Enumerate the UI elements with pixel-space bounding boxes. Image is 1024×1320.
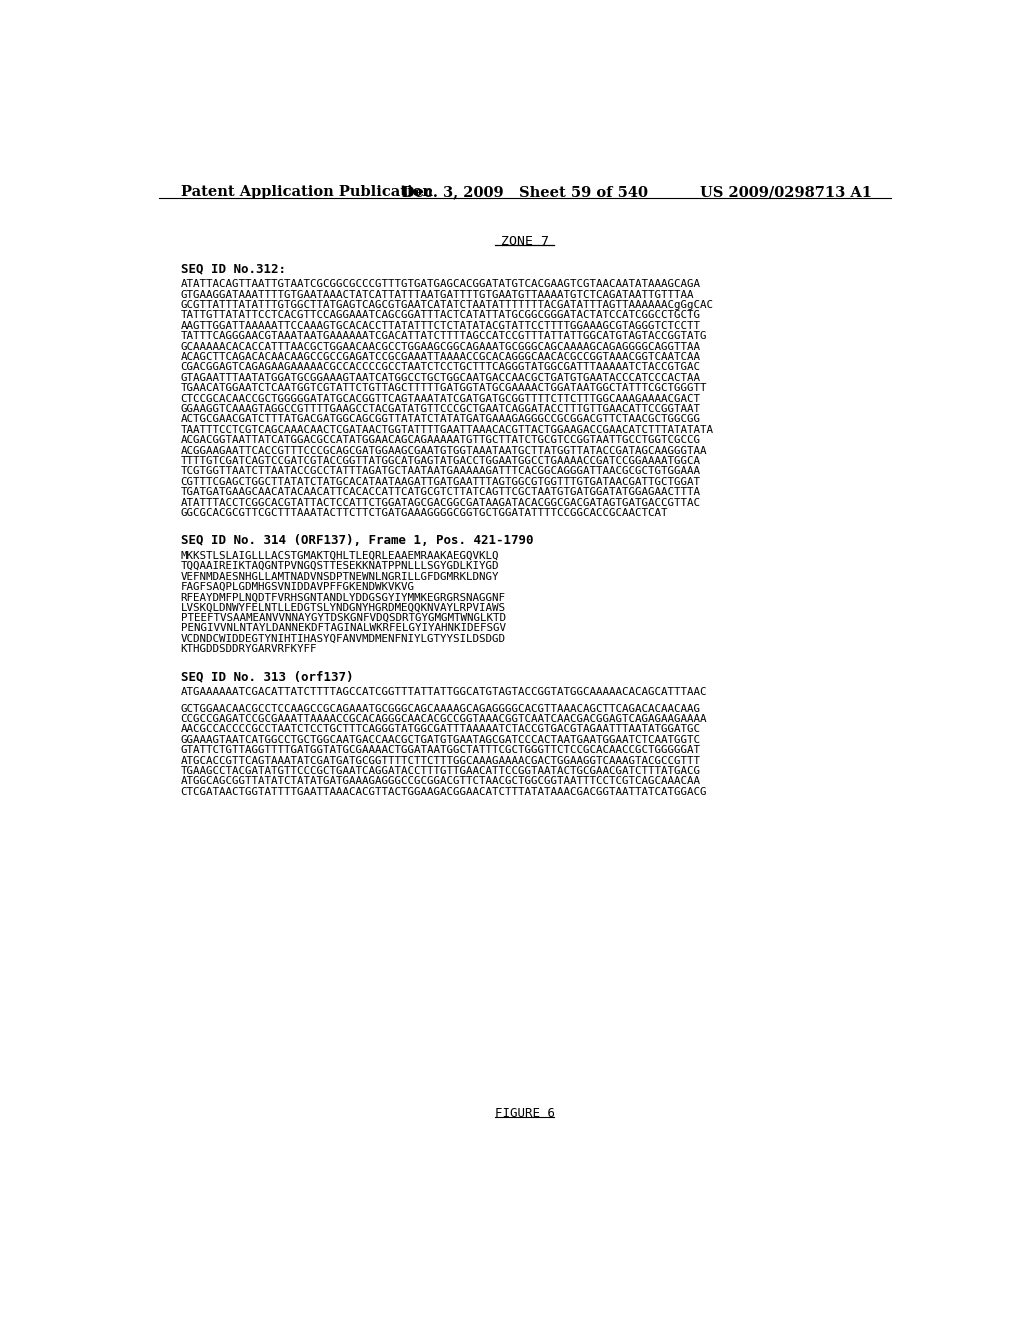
Text: ACTGCGAACGATCTTTATGACGATGGCAGCGGTTATATCTATATGATGAAAGAGGGCCGCGGACGTTCTAACGCTGGCGG: ACTGCGAACGATCTTTATGACGATGGCAGCGGTTATATCT… <box>180 414 700 425</box>
Text: CTCCGCACAACCGCTGGGGGATATGCACGGTTCAGTAAATATCGATGATGCGGTTTTCTTCTTTGGCAAAGAAAACGACT: CTCCGCACAACCGCTGGGGGATATGCACGGTTCAGTAAAT… <box>180 393 700 404</box>
Text: FIGURE 6: FIGURE 6 <box>495 1107 555 1121</box>
Text: FAGFSAQPLGDMHGSVNIDDAVPFFGKENDWKVKVG: FAGFSAQPLGDMHGSVNIDDAVPFFGKENDWKVKVG <box>180 582 415 591</box>
Text: AACGCCACCCCGCCTAATCTCCTGCTTTCAGGGTATGGCGATTTAAAAATCTACCGTGACGTAGAATTTAATATGGATGC: AACGCCACCCCGCCTAATCTCCTGCTTTCAGGGTATGGCG… <box>180 725 700 734</box>
Text: ACGGAAGAATTCACCGTTTCCCGCAGCGATGGAAGCGAATGTGGTAAATAATGCTTATGGTTATACCGATAGCAAGGGTA: ACGGAAGAATTCACCGTTTCCCGCAGCGATGGAAGCGAAT… <box>180 446 708 455</box>
Text: ACGACGGTAATTATCATGGACGCCATATGGAACAGCAGAAAAATGTTGCTTATCTGCGTCCGGTAATTGCCTGGTCGCCG: ACGACGGTAATTATCATGGACGCCATATGGAACAGCAGAA… <box>180 436 700 445</box>
Text: ATGAAAAAATCGACATTATCTTTTAGCCATCGGTTTATTATTGGCATGTAGTACCGGTATGGCAAAAACACAGCATTTAA: ATGAAAAAATCGACATTATCTTTTAGCCATCGGTTTATTA… <box>180 686 708 697</box>
Text: TAATTTCCTCGTCAGCAAACAACTCGATAACTGGTATTTTGAATTAAACACGTTACTGGAAGACCGAACATCTTTATATA: TAATTTCCTCGTCAGCAAACAACTCGATAACTGGTATTTT… <box>180 425 714 434</box>
Text: LVSKQLDNWYFELNTLLEDGTSLYNDGNYHGRDMEQQKNVAYLRPVIAWS: LVSKQLDNWYFELNTLLEDGTSLYNDGNYHGRDMEQQKNV… <box>180 603 506 612</box>
Text: US 2009/0298713 A1: US 2009/0298713 A1 <box>700 185 872 199</box>
Text: GCAAAAACACACCATTTAACGCTGGAACAACGCCTGGAAGCGGCAGAAATGCGGGCAGCAAAAGCAGAGGGGCAGGTTAA: GCAAAAACACACCATTTAACGCTGGAACAACGCCTGGAAG… <box>180 342 700 351</box>
Text: ATATTTACCTCGGCACGTATTACTCCATTCTGGATAGCGACGGCGATAAGATACACGGCGACGATAGTGATGACCGTTAC: ATATTTACCTCGGCACGTATTACTCCATTCTGGATAGCGA… <box>180 498 700 508</box>
Text: GGAAAGTAATCATGGCCTGCTGGCAATGACCAACGCTGATGTGAATAGCGATCCCACTAATGAATGGAATCTCAATGGTC: GGAAAGTAATCATGGCCTGCTGGCAATGACCAACGCTGAT… <box>180 735 700 744</box>
Text: MKKSTLSLAIGLLLACSTGMAKTQHLTLEQRLEAAEMRAAKAEGQVKLQ: MKKSTLSLAIGLLLACSTGMAKTQHLTLEQRLEAAEMRAA… <box>180 550 500 561</box>
Text: TQQAAIREIKTAQGNTPVNGQSTTESEKKNATPPNLLLSGYGDLKIYGD: TQQAAIREIKTAQGNTPVNGQSTTESEKKNATPPNLLLSG… <box>180 561 500 572</box>
Text: GCTGGAACAACGCCTCCAAGCCGCAGAAATGCGGGCAGCAAAAGCAGAGGGGCACGTTAAACAGCTTCAGACACAACAAG: GCTGGAACAACGCCTCCAAGCCGCAGAAATGCGGGCAGCA… <box>180 704 700 714</box>
Text: PENGIVVNLNTAYLDANNEKDFTAGINALWKRFELGYIYAHNKIDEFSGV: PENGIVVNLNTAYLDANNEKDFTAGINALWKRFELGYIYA… <box>180 623 506 634</box>
Text: TGAAGCCTACGATATGTTCCCGCTGAATCAGGATACCTTTGTTGAACATTCCGGTAATACTGCGAACGATCTTTATGACG: TGAAGCCTACGATATGTTCCCGCTGAATCAGGATACCTTT… <box>180 766 700 776</box>
Text: TGAACATGGAATCTCAATGGTCGTATTCTGTTAGCTTTTTGATGGTATGCGAAAACTGGATAATGGCTATTTCGCTGGGT: TGAACATGGAATCTCAATGGTCGTATTCTGTTAGCTTTTT… <box>180 383 708 393</box>
Text: AAGTTGGATTAAAAATTCCAAAGTGCACACCTTATATTTCTCTATATACGTATTCCTTTTGGAAAGCGTAGGGTCTCCTT: AAGTTGGATTAAAAATTCCAAAGTGCACACCTTATATTTC… <box>180 321 700 331</box>
Text: GGCGCACGCGTTCGCTTTAAATACTTCTTCTGATGAAAGGGGCGGTGCTGGATATTTTCCGGCACCGCAACTCAT: GGCGCACGCGTTCGCTTTAAATACTTCTTCTGATGAAAGG… <box>180 508 669 517</box>
Text: GTAGAATTTAATATGGATGCGGAAAGTAATCATGGCCTGCTGGCAATGACCAACGCTGATGTGAATACCCATCCCACTAA: GTAGAATTTAATATGGATGCGGAAAGTAATCATGGCCTGC… <box>180 372 700 383</box>
Text: ATGGCAGCGGTTATATCTATATGATGAAAGAGGGCCGCGGACGTTCTAACGCTGGCGGTAATTTCCTCGTCAGCAAACAA: ATGGCAGCGGTTATATCTATATGATGAAAGAGGGCCGCGG… <box>180 776 700 787</box>
Text: ATGCACCGTTCAGTAAATATCGATGATGCGGTTTTCTTCTTTGGCAAAGAAAACGACTGGAAGGTCAAAGTACGCCGTTT: ATGCACCGTTCAGTAAATATCGATGATGCGGTTTTCTTCT… <box>180 755 700 766</box>
Text: CTCGATAACTGGTATTTTGAATTAAACACGTTACTGGAAGACGGAACATCTTTATATAAACGACGGTAATTATCATGGAC: CTCGATAACTGGTATTTTGAATTAAACACGTTACTGGAAG… <box>180 787 708 797</box>
Text: ATATTACAGTTAATTGTAATCGCGGCGCCCGTTTGTGATGAGCACGGATATGTCACGAAGTCGTAACAATATAAAGCAGA: ATATTACAGTTAATTGTAATCGCGGCGCCCGTTTGTGATG… <box>180 280 700 289</box>
Text: RFEAYDMFPLNQDTFVRHSGNTANDLYDDGSGYIYMMKEGRGRSNAGGNF: RFEAYDMFPLNQDTFVRHSGNTANDLYDDGSGYIYMMKEG… <box>180 593 506 602</box>
Text: SEQ ID No.312:: SEQ ID No.312: <box>180 263 286 276</box>
Text: GTATTCTGTTAGGTTTTGATGGTATGCGAAAACTGGATAATGGCTATTTCGCTGGGTTCTCCGCACAACCGCTGGGGGAT: GTATTCTGTTAGGTTTTGATGGTATGCGAAAACTGGATAA… <box>180 746 700 755</box>
Text: PTEEFTVSAAMEANVVNNAYGYTDSKGNFVDQSDRTGYGMGMTWNGLKTD: PTEEFTVSAAMEANVVNNAYGYTDSKGNFVDQSDRTGYGM… <box>180 612 506 623</box>
Text: GGAAGGTCAAAGTAGGCCGTTTTGAAGCCTACGATATGTTCCCGCTGAATCAGGATACCTTTGTTGAACATTCCGGTAAT: GGAAGGTCAAAGTAGGCCGTTTTGAAGCCTACGATATGTT… <box>180 404 700 414</box>
Text: GTGAAGGATAAATTTTGTGAATAAACTATCATTATTTAATGATTTTGTGAATGTTAAAATGTCTCAGATAATTGTTTAA: GTGAAGGATAAATTTTGTGAATAAACTATCATTATTTAAT… <box>180 289 694 300</box>
Text: SEQ ID No. 314 (ORF137), Frame 1, Pos. 421-1790: SEQ ID No. 314 (ORF137), Frame 1, Pos. 4… <box>180 533 534 546</box>
Text: ACAGCTTCAGACACAACAAGCCGCCGAGATCCGCGAAATTAAAACCGCACAGGGCAACACGCCGGTAAACGGTCAATCAA: ACAGCTTCAGACACAACAAGCCGCCGAGATCCGCGAAATT… <box>180 352 700 362</box>
Text: VEFNMDAESNHGLLAMTNADVNSDPTNEWNLNGRILLGFDGMRKLDNGY: VEFNMDAESNHGLLAMTNADVNSDPTNEWNLNGRILLGFD… <box>180 572 500 582</box>
Text: Dec. 3, 2009   Sheet 59 of 540: Dec. 3, 2009 Sheet 59 of 540 <box>401 185 648 199</box>
Text: CGACGGAGTCAGAGAAGAAAAACGCCACCCCGCCTAATCTCCTGCTTTCAGGGTATGGCGATTTAAAAATCTACCGTGAC: CGACGGAGTCAGAGAAGAAAAACGCCACCCCGCCTAATCT… <box>180 363 700 372</box>
Text: KTHGDDSDDRYGARVRFKYFF: KTHGDDSDDRYGARVRFKYFF <box>180 644 317 655</box>
Text: CCGCCGAGATCCGCGAAATTAAAACCGCACAGGGCAACACGCCGGTAAACGGTCAATCAACGACGGAGTCAGAGAAGAAA: CCGCCGAGATCCGCGAAATTAAAACCGCACAGGGCAACAC… <box>180 714 708 725</box>
Text: Patent Application Publication: Patent Application Publication <box>180 185 433 199</box>
Text: TTTTGTCGATCAGTCCGATCGTACCGGTTATGGCATGAGTATGACCTGGAATGGCCTGAAAACCGATCCGGAAAATGGCA: TTTTGTCGATCAGTCCGATCGTACCGGTTATGGCATGAGT… <box>180 455 700 466</box>
Text: TATTGTTATATTCCTCACGTTCCAGGAAATCAGCGGATTTACTCATATTATGCGGCGGGATACTATCCATCGGCCTGCTG: TATTGTTATATTCCTCACGTTCCAGGAAATCAGCGGATTT… <box>180 310 700 321</box>
Text: TCGTGGTTAATCTTAATACCGCCTATTTAGATGCTAATAATGAAAAAGATTTCACGGCAGGGATTAACGCGCTGTGGAAA: TCGTGGTTAATCTTAATACCGCCTATTTAGATGCTAATAA… <box>180 466 700 477</box>
Text: TATTTCAGGGAACGTAAATAATGAAAAAATCGACATTATCTTTTAGCCATCCGTTTATTATTGGCATGTAGTACCGGTAT: TATTTCAGGGAACGTAAATAATGAAAAAATCGACATTATC… <box>180 331 708 342</box>
Text: CGTTTCGAGCTGGCTTATATCTATGCACATAATAAGATTGATGAATTTAGTGGCGTGGTTTGTGATAACGATTGCTGGAT: CGTTTCGAGCTGGCTTATATCTATGCACATAATAAGATTG… <box>180 477 700 487</box>
Text: VCDNDCWIDDEGTYNIHTIHASYQFANVMDMENFNIYLGTYYSILDSDGD: VCDNDCWIDDEGTYNIHTIHASYQFANVMDMENFNIYLGT… <box>180 634 506 644</box>
Text: GCGTTATTTATATTTGTGGCTTATGAGTCAGCGTGAATCATATCTAATATTTTTTTACGATATTTAGTTAAAAAACgGgC: GCGTTATTTATATTTGTGGCTTATGAGTCAGCGTGAATCA… <box>180 300 714 310</box>
Text: ZONE 7: ZONE 7 <box>501 235 549 248</box>
Text: TGATGATGAAGCAACATACAACATTCACACCATTCATGCGTCTTATCAGTTCGCTAATGTGATGGATATGGAGAACTTTA: TGATGATGAAGCAACATACAACATTCACACCATTCATGCG… <box>180 487 700 498</box>
Text: SEQ ID No. 313 (orf137): SEQ ID No. 313 (orf137) <box>180 671 353 682</box>
